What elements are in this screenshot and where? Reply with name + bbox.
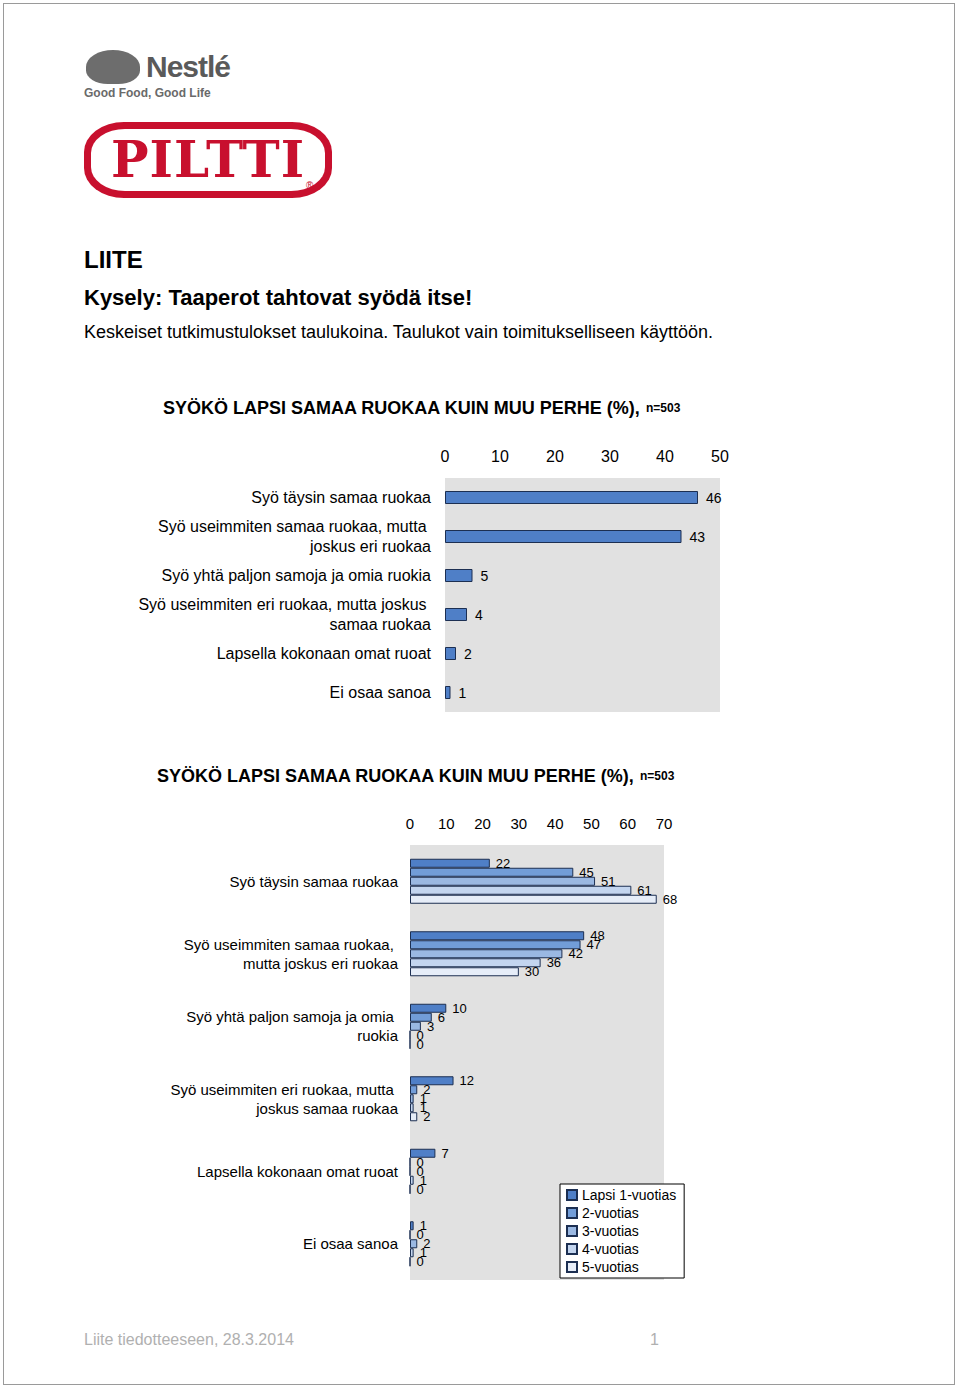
- svg-text:10: 10: [438, 815, 455, 832]
- svg-text:1: 1: [419, 1218, 427, 1234]
- svg-text:Syö useimmiten eri ruokaa, mut: Syö useimmiten eri ruokaa, mutta joskus: [138, 596, 431, 613]
- svg-text:61: 61: [637, 883, 651, 898]
- svg-text:0: 0: [406, 815, 414, 832]
- svg-text:Syö yhtä paljon samoja ja omia: Syö yhtä paljon samoja ja omia: [186, 1008, 398, 1025]
- svg-text:2: 2: [423, 1082, 431, 1098]
- svg-text:0: 0: [441, 448, 450, 465]
- svg-text:n=503: n=503: [640, 769, 675, 783]
- svg-text:68: 68: [663, 892, 677, 907]
- svg-text:samaa ruokaa: samaa ruokaa: [330, 616, 431, 633]
- svg-text:Lapsella kokonaan omat ruoat: Lapsella kokonaan omat ruoat: [197, 1163, 399, 1180]
- svg-text:43: 43: [690, 529, 706, 545]
- html-text:Keskeiset tutkimustulokset tau: Keskeiset tutkimustulokset taulukoina. T…: [84, 322, 713, 342]
- svg-text:48: 48: [590, 928, 605, 944]
- svg-text:1: 1: [419, 1100, 427, 1116]
- svg-text:36: 36: [547, 955, 561, 970]
- svg-text:joskus samaa ruokaa: joskus samaa ruokaa: [255, 1100, 398, 1117]
- svg-text:joskus eri ruokaa: joskus eri ruokaa: [309, 538, 431, 555]
- svg-text:Lapsi 1-vuotias: Lapsi 1-vuotias: [582, 1187, 676, 1203]
- html-text:Nestlé: Nestlé: [146, 50, 230, 83]
- svg-text:2: 2: [464, 646, 472, 662]
- svg-text:mutta joskus eri ruokaa: mutta joskus eri ruokaa: [243, 955, 399, 972]
- svg-text:30: 30: [511, 815, 528, 832]
- svg-text:1: 1: [419, 1172, 427, 1188]
- svg-text:Syö useimmiten samaa ruokaa, m: Syö useimmiten samaa ruokaa, mutta: [158, 518, 431, 535]
- html-text:Liite tiedotteeseen, 28.3.2014: Liite tiedotteeseen, 28.3.2014: [84, 1331, 294, 1348]
- svg-text:12: 12: [460, 1073, 474, 1088]
- svg-text:2: 2: [423, 1236, 431, 1252]
- svg-text:0: 0: [417, 1254, 424, 1269]
- svg-text:10: 10: [452, 1001, 466, 1016]
- svg-text:2: 2: [423, 1109, 430, 1124]
- svg-text:0: 0: [416, 1227, 424, 1243]
- svg-text:30: 30: [525, 964, 539, 979]
- svg-text:0: 0: [416, 1027, 424, 1043]
- svg-text:30: 30: [601, 448, 619, 465]
- svg-text:5-vuotias: 5-vuotias: [582, 1259, 639, 1275]
- svg-text:5: 5: [481, 568, 489, 584]
- svg-text:10: 10: [491, 448, 509, 465]
- svg-text:1: 1: [419, 1245, 427, 1261]
- svg-text:Syö useimmiten samaa ruokaa,: Syö useimmiten samaa ruokaa,: [184, 936, 398, 953]
- html-text:1: 1: [650, 1331, 659, 1348]
- svg-text:50: 50: [711, 448, 729, 465]
- svg-text:0: 0: [416, 1154, 424, 1170]
- svg-text:0: 0: [416, 1163, 424, 1179]
- svg-text:7: 7: [441, 1146, 448, 1161]
- svg-text:Syö täysin samaa ruokaa: Syö täysin samaa ruokaa: [251, 489, 431, 506]
- svg-text:1: 1: [419, 1091, 427, 1107]
- svg-text:46: 46: [706, 490, 722, 506]
- svg-text:SYÖKÖ LAPSI SAMAA RUOKAA KUIN: SYÖKÖ LAPSI SAMAA RUOKAA KUIN MUU PERHE …: [163, 398, 640, 418]
- svg-text:0: 0: [417, 1037, 424, 1052]
- svg-text:n=503: n=503: [646, 401, 681, 415]
- svg-text:50: 50: [583, 815, 600, 832]
- svg-text:47: 47: [587, 937, 601, 952]
- svg-text:2-vuotias: 2-vuotias: [582, 1205, 639, 1221]
- html-text:Kysely: Taaperot tahtovat syöd: Kysely: Taaperot tahtovat syödä itse!: [84, 285, 473, 310]
- svg-text:ruokia: ruokia: [357, 1027, 399, 1044]
- svg-text:20: 20: [474, 815, 491, 832]
- svg-text:1: 1: [459, 685, 467, 701]
- svg-text:51: 51: [601, 874, 615, 889]
- svg-text:6: 6: [438, 1010, 445, 1025]
- svg-text:45: 45: [579, 865, 593, 880]
- svg-text:42: 42: [568, 946, 582, 961]
- svg-text:4-vuotias: 4-vuotias: [582, 1241, 639, 1257]
- html-text:LIITE: LIITE: [84, 246, 143, 273]
- svg-text:Ei osaa sanoa: Ei osaa sanoa: [330, 684, 432, 701]
- svg-text:70: 70: [656, 815, 673, 832]
- svg-text:Syö yhtä paljon samoja ja omia: Syö yhtä paljon samoja ja omia ruokia: [162, 567, 432, 584]
- svg-text:40: 40: [547, 815, 564, 832]
- svg-text:60: 60: [619, 815, 636, 832]
- svg-text:0: 0: [417, 1182, 424, 1197]
- svg-text:SYÖKÖ LAPSI SAMAA RUOKAA KUIN: SYÖKÖ LAPSI SAMAA RUOKAA KUIN MUU PERHE …: [157, 766, 634, 786]
- html-text:Good Food, Good Life: Good Food, Good Life: [84, 86, 211, 100]
- svg-text:Ei osaa sanoa: Ei osaa sanoa: [303, 1235, 399, 1252]
- html-text:PILTTI: PILTTI: [111, 130, 305, 189]
- svg-text:Syö täysin samaa ruokaa: Syö täysin samaa ruokaa: [230, 873, 399, 890]
- svg-text:4: 4: [475, 607, 483, 623]
- svg-text:40: 40: [656, 448, 674, 465]
- svg-text:Lapsella kokonaan omat ruoat: Lapsella kokonaan omat ruoat: [217, 645, 432, 662]
- svg-text:Syö useimmiten eri ruokaa, mut: Syö useimmiten eri ruokaa, mutta: [170, 1081, 398, 1098]
- svg-text:20: 20: [546, 448, 564, 465]
- svg-text:22: 22: [496, 856, 510, 871]
- svg-text:3-vuotias: 3-vuotias: [582, 1223, 639, 1239]
- svg-text:3: 3: [427, 1019, 434, 1034]
